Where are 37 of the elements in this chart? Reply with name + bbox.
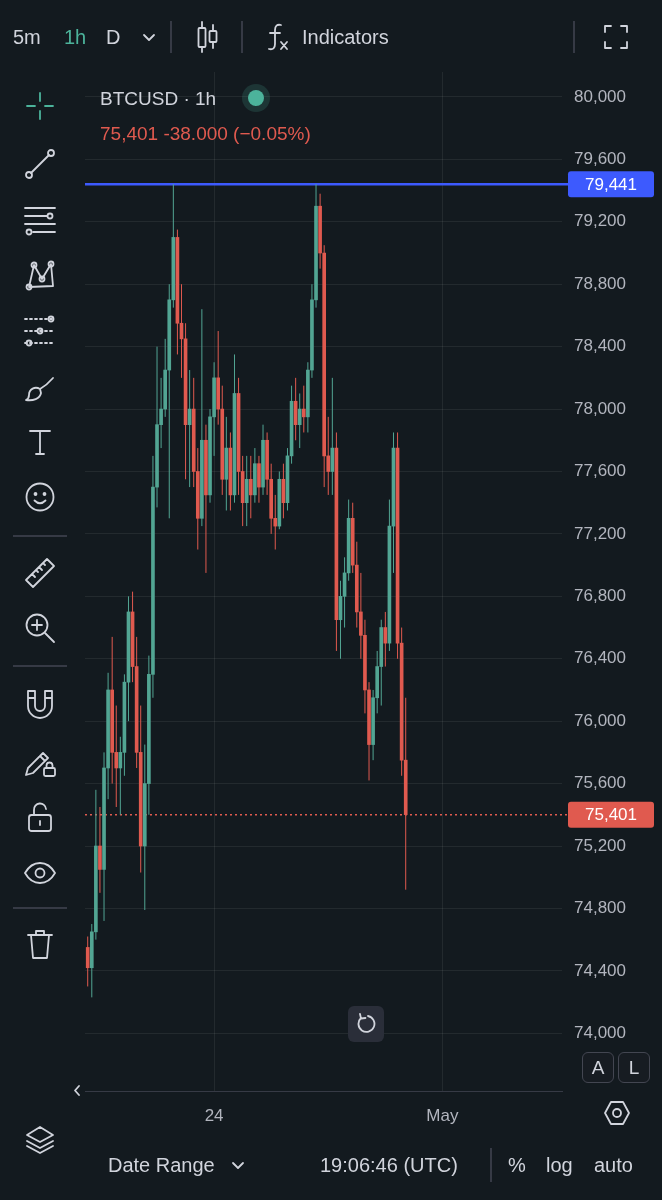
candlestick <box>297 392 302 449</box>
x-tick-label: May <box>426 1105 459 1125</box>
text: 5m <box>13 26 41 48</box>
text: auto <box>594 1154 633 1176</box>
y-tick-label: 77,200 <box>574 523 626 543</box>
y-tick-label: 75,200 <box>574 835 626 855</box>
ref-line-label: 75,401 <box>585 805 637 825</box>
text: Date Range <box>108 1154 215 1176</box>
x-tick-label: 24 <box>204 1105 224 1125</box>
candlestick <box>85 936 90 987</box>
text: 75,401 -38.000 (−0.05%) <box>100 122 311 144</box>
y-tick-label: 79,600 <box>574 149 626 169</box>
y-tick-label: 80,000 <box>574 86 626 106</box>
y-tick-label: 78,800 <box>574 273 626 293</box>
text: 19:06:46 (UTC) <box>320 1154 458 1176</box>
y-tick-label: 75,600 <box>574 773 626 793</box>
text: Indicators <box>302 26 389 48</box>
candlestick <box>301 385 306 433</box>
y-tick-label: 79,200 <box>574 211 626 231</box>
text: A <box>590 1057 606 1078</box>
text: % <box>508 1154 526 1176</box>
text: log <box>546 1154 573 1176</box>
y-tick-label: 78,400 <box>574 336 626 356</box>
y-tick-label: 74,000 <box>574 1022 626 1042</box>
y-tick-label: 78,000 <box>574 398 626 418</box>
ref-line-label: 79,441 <box>585 174 637 194</box>
y-tick-label: 77,600 <box>574 461 626 481</box>
text: BTCUSD · 1h <box>100 87 217 109</box>
text: D <box>106 26 121 48</box>
y-tick-label: 76,800 <box>574 586 626 606</box>
text: L <box>627 1057 641 1078</box>
y-tick-label: 74,800 <box>574 898 626 918</box>
y-tick-label: 76,400 <box>574 648 626 668</box>
y-tick-label: 76,000 <box>574 710 626 730</box>
y-tick-label: 74,400 <box>574 960 626 980</box>
candlestick <box>248 455 253 519</box>
text: 1h <box>64 26 87 48</box>
